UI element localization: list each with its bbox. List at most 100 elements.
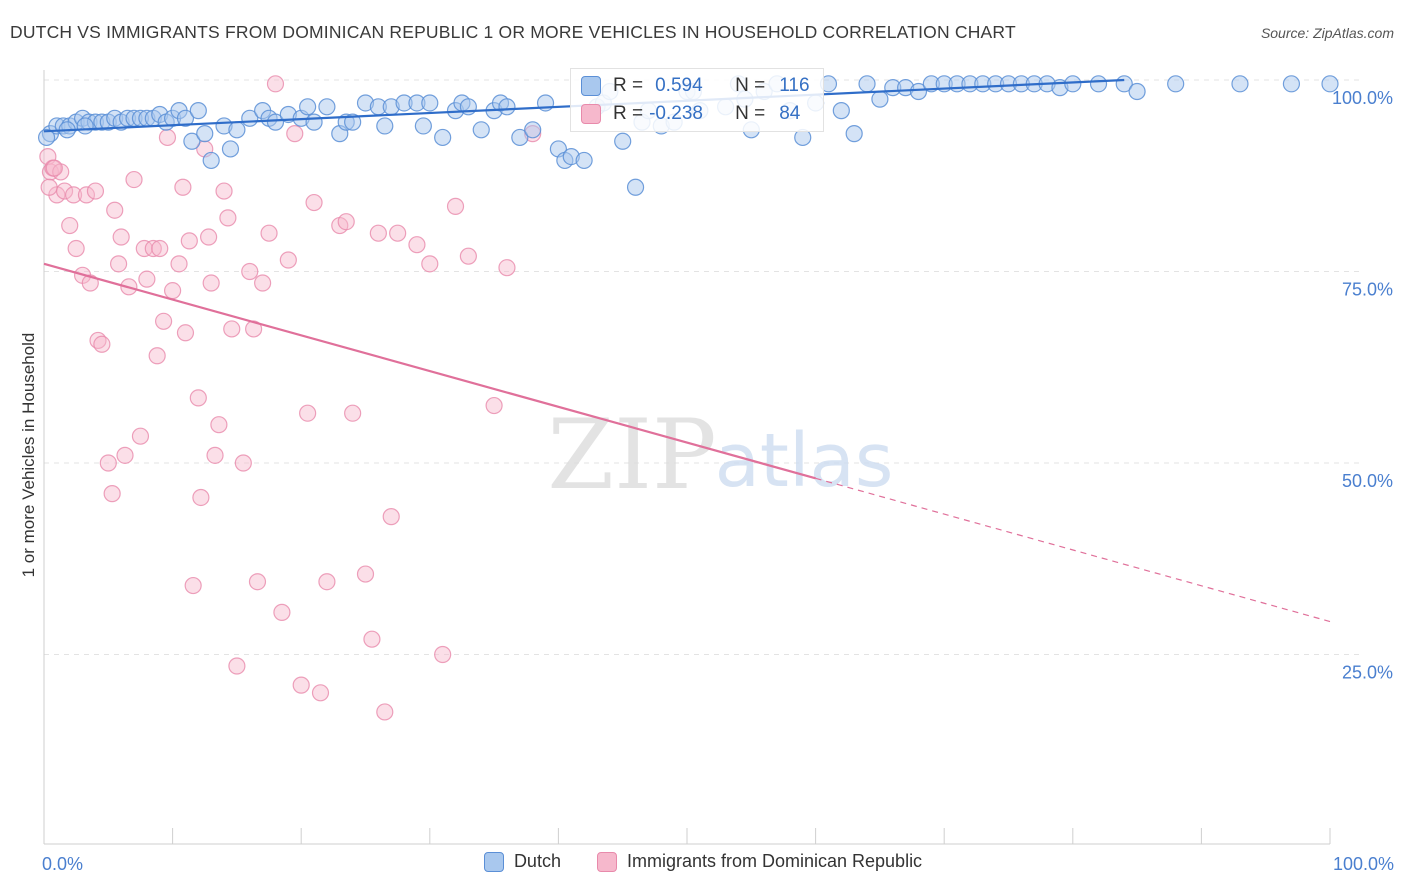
dominican-point	[318, 573, 336, 591]
dominican-point	[67, 239, 85, 258]
y-tick-label: 50.0%	[1342, 471, 1393, 491]
dutch-point	[414, 117, 432, 135]
dominican-trend-line	[43, 262, 816, 480]
dominican-point	[176, 324, 195, 342]
y-tick-label: 75.0%	[1342, 280, 1393, 300]
dutch-n-value: 116	[779, 75, 810, 96]
dutch-point	[76, 117, 94, 135]
legend-item-dutch[interactable]: Dutch	[483, 851, 561, 872]
dominican-point	[311, 684, 330, 702]
dominican-point	[266, 75, 285, 93]
dominican-point	[170, 255, 188, 273]
dutch-point	[299, 98, 317, 116]
dom-swatch	[581, 104, 601, 124]
dominican-point	[228, 657, 246, 675]
dutch-r-label: R =	[613, 75, 644, 96]
dutch-point	[305, 113, 323, 131]
dutch-point	[1282, 75, 1301, 93]
dominican-point	[234, 454, 252, 472]
dominican-point	[40, 178, 58, 196]
dutch-point	[1321, 75, 1339, 93]
dutch-point	[266, 113, 285, 131]
dominican-point	[356, 565, 375, 583]
dominican-point	[337, 213, 355, 231]
dominican-point	[389, 224, 407, 242]
dutch-point	[1064, 75, 1082, 93]
dominican-point	[382, 508, 400, 526]
dominican-point	[223, 320, 241, 338]
dutch-point	[176, 109, 195, 127]
dutch-point	[196, 125, 214, 143]
dutch-point	[472, 121, 490, 139]
x-tick-label: 0.0%	[42, 854, 83, 874]
trend-lines	[43, 78, 1331, 623]
dutch-point	[202, 151, 220, 170]
dominican-point	[64, 186, 83, 204]
dominican-point	[273, 603, 291, 621]
dominican-point	[305, 193, 323, 212]
dutch-swatch	[581, 76, 601, 96]
dominican-point	[45, 159, 63, 177]
dominican-point	[485, 396, 503, 415]
dutch-point	[318, 98, 336, 116]
stats-box: R = 0.594 N = 116 R = -0.238 N = 84	[570, 68, 824, 132]
dutch-point	[498, 98, 516, 116]
dominican-point	[446, 197, 465, 215]
dutch-point	[909, 82, 928, 101]
series-dominican-points	[39, 75, 542, 721]
dominican-point	[109, 255, 128, 273]
dominican-trend-extension	[815, 477, 1331, 623]
dutch-point	[1231, 75, 1249, 93]
dominican-point	[180, 232, 198, 250]
source-label: Source: ZipAtlas.com	[1260, 25, 1394, 41]
watermark-atlas: atlas	[715, 418, 894, 504]
axis-labels: 25.0% 50.0% 75.0% 100.0% 0.0% 100.0%	[42, 88, 1394, 874]
dominican-point	[376, 703, 394, 721]
legend-dominican-label: Immigrants from Dominican Republic	[626, 851, 923, 871]
dominican-point	[61, 216, 79, 235]
dutch-point	[832, 102, 850, 120]
dominican-point	[344, 404, 362, 422]
dominican-point	[248, 573, 267, 591]
dutch-point	[228, 121, 246, 139]
dutch-point	[344, 113, 362, 131]
axes-layer	[43, 70, 1331, 845]
dutch-point	[845, 125, 863, 143]
dom-n-value: 84	[779, 103, 801, 124]
dutch-point	[524, 121, 542, 139]
dominican-point	[99, 454, 117, 472]
dom-r-label: R =	[613, 103, 644, 124]
dominican-point	[148, 347, 166, 365]
dominican-point	[408, 236, 426, 254]
dom-n-label: N =	[735, 103, 766, 124]
dutch-point	[626, 178, 645, 196]
dutch-point	[421, 94, 439, 112]
dominican-point	[245, 320, 263, 338]
dominican-point	[299, 404, 317, 422]
dutch-point	[511, 128, 529, 147]
dominican-point	[241, 262, 259, 281]
dominican-point	[260, 224, 278, 242]
dutch-point	[614, 132, 632, 150]
dominican-point	[363, 630, 381, 648]
chart-title: DUTCH VS IMMIGRANTS FROM DOMINICAN REPUB…	[10, 22, 1016, 42]
dominican-point	[116, 446, 134, 464]
dutch-point	[1089, 75, 1108, 93]
dominican-point	[138, 270, 156, 288]
dominican-point	[112, 228, 130, 246]
dominican-point	[210, 416, 228, 434]
dominican-point	[81, 274, 99, 292]
legend: Dutch Immigrants from Dominican Republic	[0, 851, 1406, 872]
legend-dutch-label: Dutch	[513, 851, 561, 871]
legend-item-dominican[interactable]: Immigrants from Dominican Republic	[596, 851, 923, 872]
y-tick-label: 100.0%	[1332, 88, 1393, 108]
dutch-point	[575, 151, 593, 170]
dominican-point	[106, 201, 124, 219]
dom-r-value: -0.238	[649, 103, 703, 124]
dominican-point	[254, 274, 272, 292]
dominican-point	[184, 576, 202, 595]
dutch-n-label: N =	[735, 75, 766, 96]
dutch-point	[1128, 82, 1146, 101]
dominican-point	[131, 427, 150, 445]
